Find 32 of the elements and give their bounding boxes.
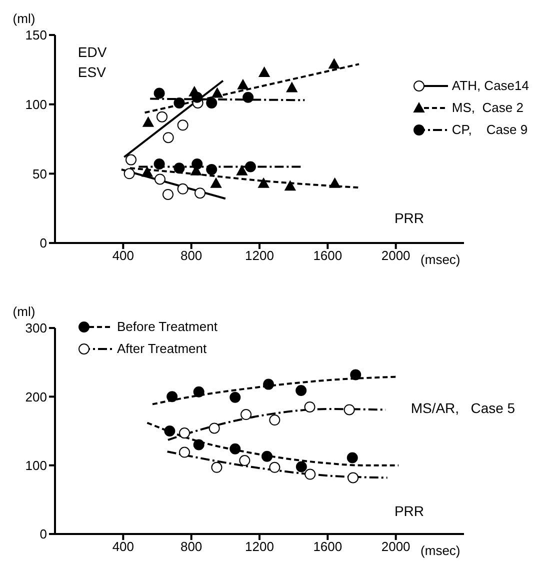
legend-label: CP, Case 9 bbox=[452, 120, 528, 139]
legend-label: MS, Case 2 bbox=[452, 98, 524, 117]
x-tick-label: 400 bbox=[112, 248, 134, 264]
x-tick-label: 800 bbox=[180, 539, 202, 554]
y-tick-label: 300 bbox=[25, 320, 47, 336]
y-tick-label: 50 bbox=[32, 166, 47, 182]
annotation: MS/AR, Case 5 bbox=[410, 400, 516, 416]
y-tick-label: 100 bbox=[25, 96, 47, 112]
annotation: PRR bbox=[394, 210, 424, 226]
x-tick-label: 1200 bbox=[245, 539, 274, 554]
y-tick-label: 100 bbox=[25, 458, 47, 473]
x-tick-label: 400 bbox=[112, 539, 134, 554]
y-tick-label: 150 bbox=[25, 28, 47, 43]
x-tick-label: 800 bbox=[180, 248, 202, 264]
annotation: EDV bbox=[78, 44, 107, 60]
x-tick-label: 1600 bbox=[313, 539, 342, 554]
legend-label: ATH, Case14 bbox=[452, 76, 529, 95]
legend-label: After Treatment bbox=[117, 340, 207, 358]
x-tick-label: 1200 bbox=[245, 248, 274, 264]
x-axis-title: (msec) bbox=[420, 543, 460, 558]
legend-label: Before Treatment bbox=[117, 318, 218, 336]
y-tick-label: 200 bbox=[25, 389, 47, 404]
y-axis-title: (ml) bbox=[12, 304, 36, 319]
annotation: ESV bbox=[78, 64, 106, 80]
y-tick-label: 0 bbox=[40, 236, 47, 251]
x-axis-title: (msec) bbox=[420, 252, 460, 267]
x-tick-label: 2000 bbox=[381, 248, 410, 264]
y-tick-label: 0 bbox=[40, 526, 47, 542]
x-tick-label: 1600 bbox=[313, 248, 342, 264]
x-tick-label: 2000 bbox=[381, 539, 410, 554]
annotation: PRR bbox=[394, 503, 424, 520]
y-axis-title: (ml) bbox=[12, 11, 36, 26]
